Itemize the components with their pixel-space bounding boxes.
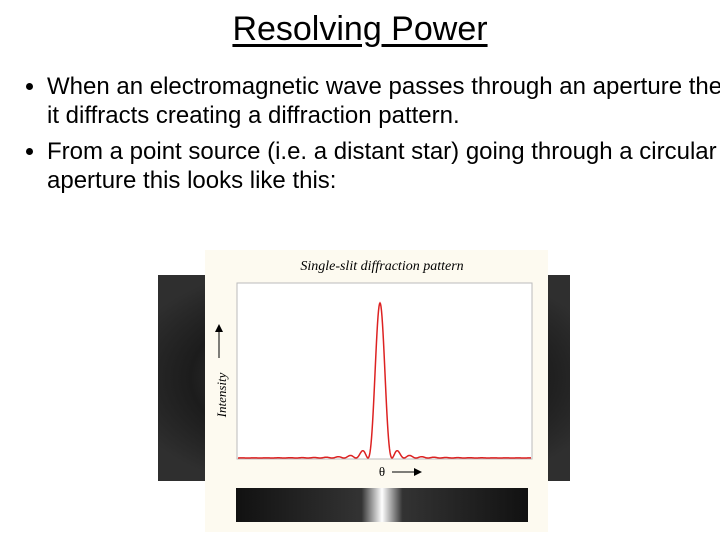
x-arrowhead	[414, 468, 422, 476]
slide-title: Resolving Power	[232, 10, 488, 48]
bullet: When an electromagnetic wave passes thro…	[47, 72, 720, 130]
intensity-curve	[237, 301, 532, 459]
bullet-list: When an electromagnetic wave passes thro…	[14, 72, 720, 202]
figure-title: Single-slit diffraction pattern	[300, 259, 463, 274]
x-axis-label: θ	[379, 464, 385, 479]
fringe-strip	[236, 488, 528, 522]
bullet: From a point source (i.e. a distant star…	[47, 137, 720, 195]
y-arrowhead	[215, 324, 223, 332]
y-axis-label: Intensity	[214, 372, 229, 418]
